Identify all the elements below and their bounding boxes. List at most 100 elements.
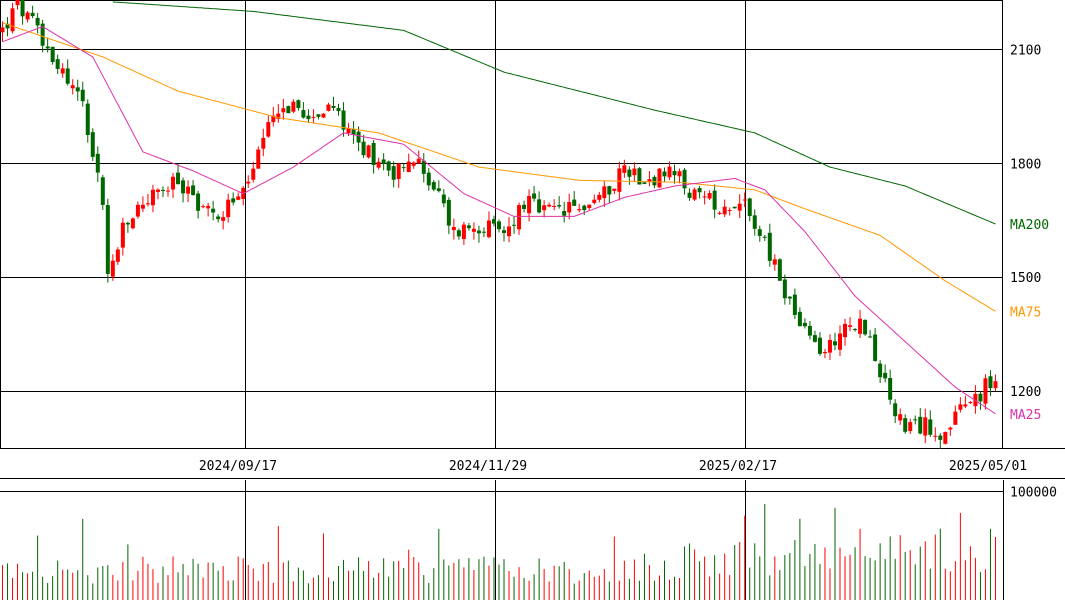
candle-body-2 — [10, 8, 15, 32]
candle-body-180 — [903, 418, 908, 432]
candle-body-126 — [632, 168, 637, 176]
candle-body-49 — [246, 181, 251, 184]
candle-body-192 — [963, 404, 968, 407]
candle-body-183 — [918, 416, 923, 434]
candle-body-73 — [366, 145, 371, 158]
candle-body-61 — [306, 115, 311, 120]
candle-body-27 — [135, 204, 140, 217]
candle-body-101 — [507, 226, 512, 237]
candle-body-56 — [281, 108, 286, 113]
candle-body-32 — [160, 189, 165, 191]
candle-body-177 — [888, 377, 893, 400]
candle-body-79 — [396, 163, 401, 179]
ma-legend: MA200 MA75 MA25 — [1010, 218, 1049, 423]
candle-body-10 — [50, 46, 55, 63]
candle-body-156 — [782, 279, 787, 299]
candle-body-23 — [115, 249, 120, 262]
candle-body-95 — [476, 230, 481, 234]
date-label-0: 2024/09/17 — [199, 459, 277, 474]
candle-body-4 — [20, 0, 25, 17]
candle-body-198 — [993, 381, 998, 389]
candle-body-141 — [707, 193, 712, 199]
candle-body-31 — [155, 189, 160, 192]
candle-body-164 — [822, 352, 827, 354]
candle-body-137 — [687, 192, 692, 198]
candle-body-193 — [968, 402, 973, 404]
candle-body-37 — [186, 186, 191, 194]
candle-body-116 — [582, 205, 587, 211]
candle-body-71 — [356, 131, 361, 143]
candle-body-109 — [547, 204, 552, 207]
candle-body-113 — [567, 202, 572, 213]
candle-body-21 — [105, 204, 110, 274]
candle-body-15 — [75, 87, 80, 92]
candle-body-195 — [978, 393, 983, 402]
candle-body-160 — [802, 322, 807, 327]
candle-body-143 — [717, 212, 722, 214]
candle-body-120 — [602, 186, 607, 199]
candle-body-9 — [45, 46, 50, 49]
price-tick-label-0: 2100 — [1010, 43, 1041, 58]
candle-body-100 — [502, 230, 507, 233]
candle-body-139 — [697, 188, 702, 193]
candle-body-0 — [0, 27, 5, 33]
price-tick-label-3: 1200 — [1010, 385, 1041, 400]
candle-body-176 — [883, 372, 888, 379]
candle-body-99 — [496, 221, 501, 230]
candle-body-153 — [767, 232, 772, 261]
candle-body-14 — [70, 85, 75, 89]
candle-body-167 — [838, 333, 843, 350]
candle-body-7 — [35, 17, 40, 26]
candle-body-125 — [627, 169, 632, 177]
candle-body-45 — [226, 199, 231, 218]
candle-body-92 — [461, 224, 466, 240]
candle-body-80 — [401, 167, 406, 169]
candle-body-26 — [130, 218, 135, 229]
ma75-line — [2, 22, 996, 312]
candle-body-90 — [451, 226, 456, 231]
candle-body-173 — [868, 336, 873, 338]
candle-body-134 — [672, 170, 677, 176]
candle-body-52 — [261, 137, 266, 149]
candle-body-57 — [286, 106, 291, 114]
ma200-label: MA200 — [1010, 218, 1049, 233]
candle-body-103 — [517, 205, 522, 230]
candle-body-152 — [762, 236, 767, 238]
candle-body-162 — [812, 335, 817, 342]
candle-body-159 — [797, 311, 802, 327]
candle-body-8 — [40, 23, 45, 46]
candle-body-166 — [832, 341, 837, 346]
candle-body-151 — [757, 229, 762, 236]
candle-body-43 — [216, 216, 221, 220]
candle-body-84 — [421, 160, 426, 174]
candle-body-55 — [276, 113, 281, 119]
candle-body-82 — [411, 162, 416, 166]
candle-body-108 — [542, 205, 547, 211]
candle-body-40 — [201, 206, 206, 208]
candle-body-189 — [948, 427, 953, 430]
candle-body-185 — [928, 419, 933, 435]
candle-body-20 — [100, 177, 105, 205]
candle-body-53 — [266, 122, 271, 137]
candle-body-86 — [431, 182, 436, 190]
candle-body-39 — [196, 193, 201, 211]
candle-body-142 — [712, 190, 717, 210]
candle-body-13 — [65, 68, 70, 84]
candle-body-110 — [552, 205, 557, 207]
candle-body-181 — [908, 422, 913, 432]
candle-body-155 — [777, 259, 782, 281]
candle-body-157 — [787, 296, 792, 299]
candle-body-67 — [336, 108, 341, 112]
candle-body-19 — [95, 153, 100, 173]
candle-body-188 — [943, 432, 948, 444]
candle-body-128 — [642, 182, 647, 184]
candle-body-94 — [471, 228, 476, 232]
moving-averages — [2, 1, 996, 415]
candle-body-150 — [752, 215, 757, 229]
candle-body-131 — [657, 168, 662, 188]
candle-body-72 — [361, 141, 366, 156]
candle-body-184 — [923, 417, 928, 436]
